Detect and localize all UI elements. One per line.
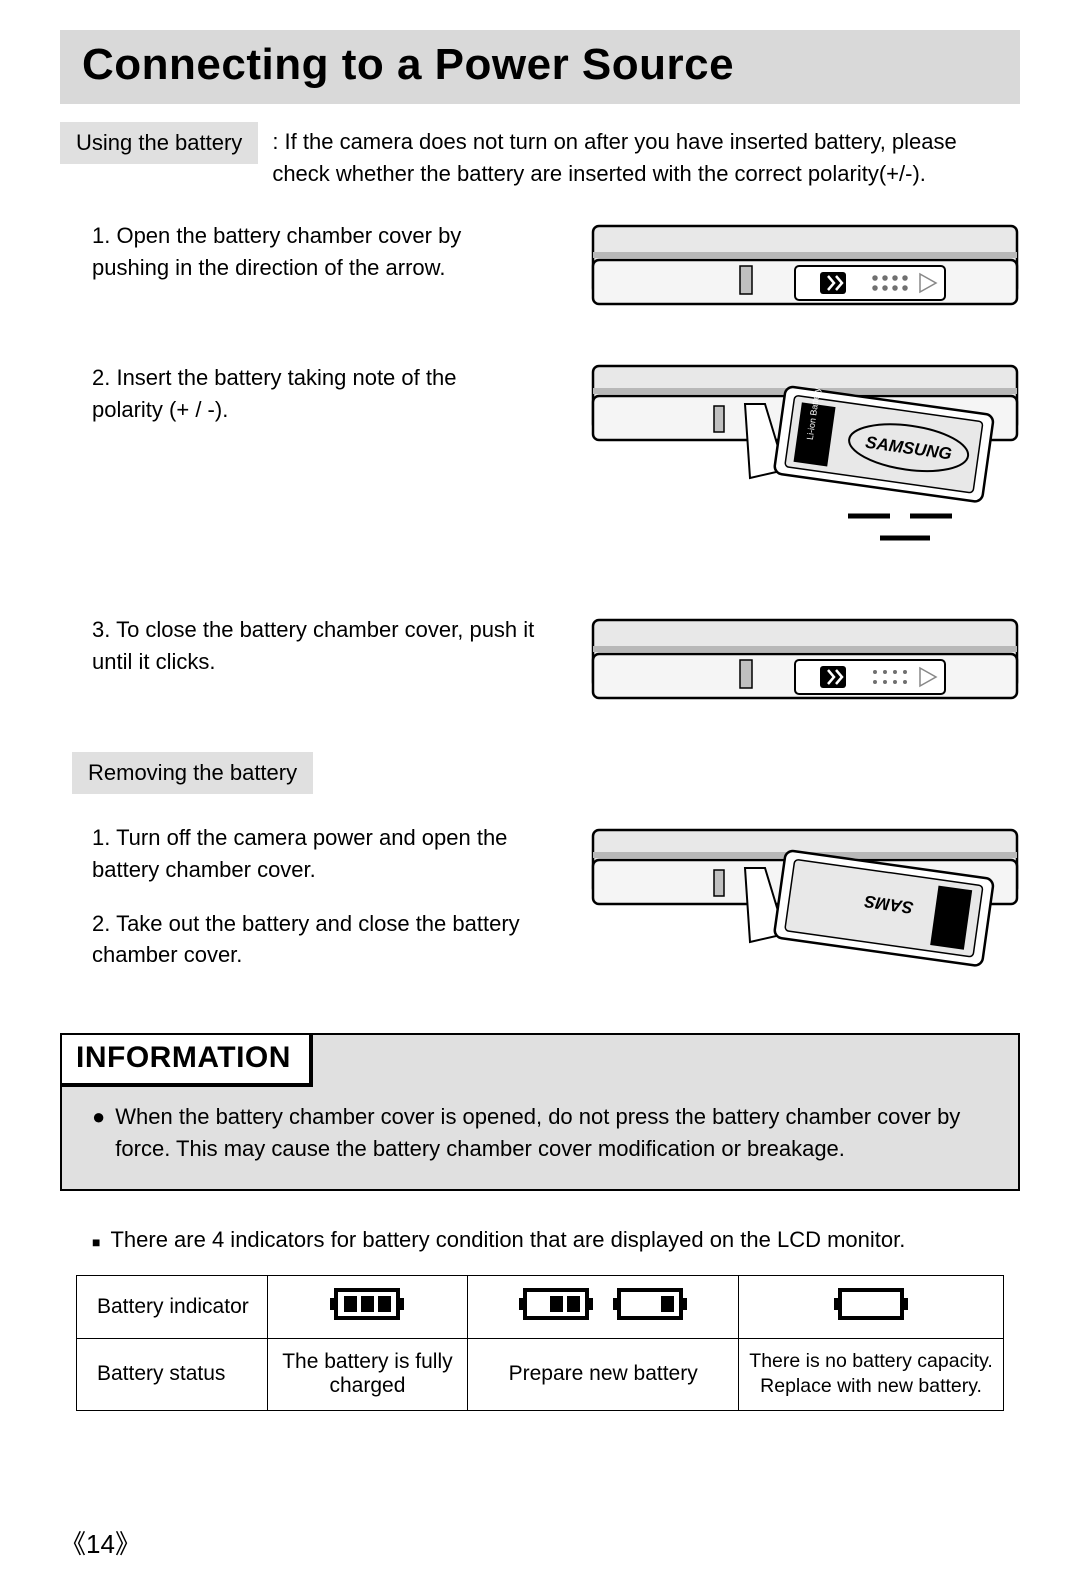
battery-indicator-table: Battery indicator Battery bbox=[76, 1275, 1004, 1411]
battery-full-icon bbox=[328, 1286, 406, 1322]
removing-steps: 1. Turn off the camera power and open th… bbox=[60, 822, 1020, 994]
status-empty: There is no battery capacity. Replace wi… bbox=[739, 1339, 1004, 1411]
status-prepare: Prepare new battery bbox=[468, 1339, 739, 1411]
removing-battery-label: Removing the battery bbox=[72, 752, 313, 794]
information-bullet: ● When the battery chamber cover is open… bbox=[92, 1101, 988, 1165]
remove-step-1: 1. Turn off the camera power and open th… bbox=[92, 822, 562, 886]
page-title-bar: Connecting to a Power Source bbox=[60, 30, 1020, 104]
battery-empty-icon bbox=[832, 1286, 910, 1322]
step-2: 2. Insert the battery taking note of the… bbox=[60, 358, 1020, 558]
removing-section: Removing the battery bbox=[60, 752, 1020, 798]
information-heading: INFORMATION bbox=[76, 1041, 291, 1075]
page-number: 14 bbox=[60, 1524, 141, 1561]
indicators-note-line: ■ There are 4 indicators for battery con… bbox=[60, 1227, 1020, 1253]
using-battery-intro-text: : If the camera does not turn on after y… bbox=[272, 122, 1020, 190]
step-2-illustration: Li-ion Battery SAMSUNG bbox=[542, 358, 1020, 558]
step-3-illustration bbox=[582, 610, 1020, 720]
information-box: INFORMATION ● When the battery chamber c… bbox=[60, 1033, 1020, 1191]
using-battery-label: Using the battery bbox=[60, 122, 258, 164]
information-heading-wrap: INFORMATION bbox=[62, 1035, 313, 1087]
step-3: 3. To close the battery chamber cover, p… bbox=[60, 610, 1020, 720]
battery-1bar-icon bbox=[611, 1286, 689, 1322]
step-2-text: 2. Insert the battery taking note of the… bbox=[92, 358, 522, 426]
indicators-note: There are 4 indicators for battery condi… bbox=[110, 1227, 905, 1253]
battery-2bar-icon bbox=[517, 1286, 595, 1322]
step-1-illustration bbox=[542, 216, 1020, 326]
information-text: When the battery chamber cover is opened… bbox=[115, 1101, 988, 1165]
step-1: 1. Open the battery chamber cover by pus… bbox=[60, 216, 1020, 326]
step-1-text: 1. Open the battery chamber cover by pus… bbox=[92, 216, 522, 284]
row-label-status: Battery status bbox=[77, 1339, 268, 1411]
square-bullet-icon: ■ bbox=[92, 1227, 100, 1253]
bullet-icon: ● bbox=[92, 1101, 105, 1165]
status-full: The battery is fully charged bbox=[267, 1339, 468, 1411]
using-battery-intro: Using the battery : If the camera does n… bbox=[60, 122, 1020, 190]
battery-icon-half-cell bbox=[468, 1276, 739, 1339]
battery-icon-full-cell bbox=[267, 1276, 468, 1339]
removing-illustration: SAMS bbox=[582, 822, 1020, 972]
page-title: Connecting to a Power Source bbox=[82, 40, 1020, 90]
remove-step-2: 2. Take out the battery and close the ba… bbox=[92, 908, 562, 972]
battery-icon-empty-cell bbox=[739, 1276, 1004, 1339]
row-label-indicator: Battery indicator bbox=[77, 1276, 268, 1339]
step-3-text: 3. To close the battery chamber cover, p… bbox=[92, 610, 562, 678]
